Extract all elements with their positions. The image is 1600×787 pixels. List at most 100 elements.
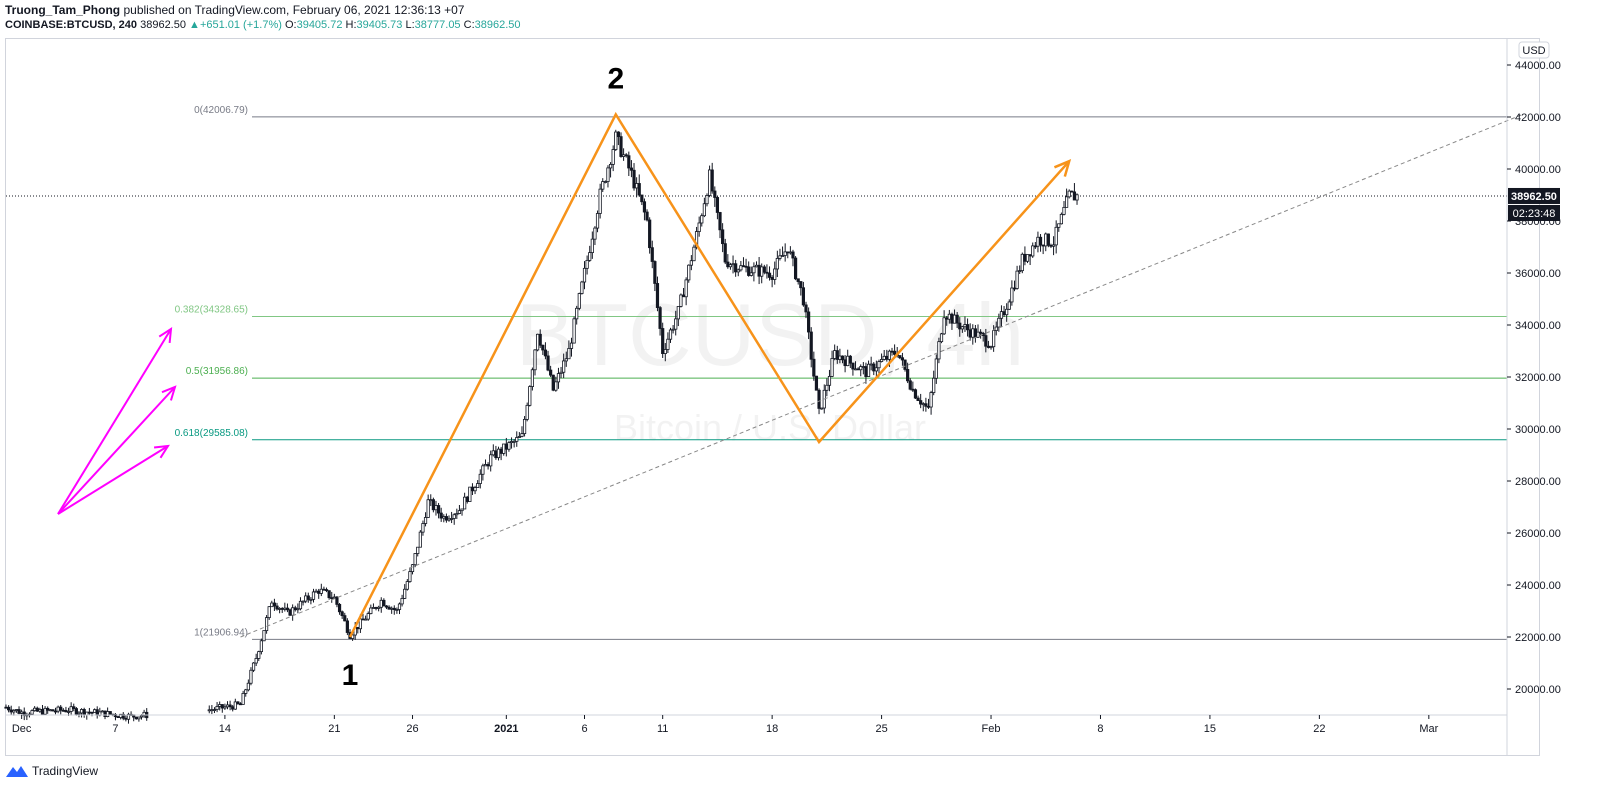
candle-body: [549, 369, 553, 376]
watermark-description: Bitcoin / U.S. Dollar: [614, 407, 926, 448]
candle-body: [298, 600, 303, 610]
candle-body: [882, 355, 886, 360]
candle-body: [747, 266, 751, 276]
candle-body: [546, 355, 550, 371]
candle-body: [314, 590, 318, 593]
y-tick-label: 28000.00: [1515, 476, 1561, 488]
candle-body: [413, 553, 417, 566]
candle-body: [833, 350, 837, 359]
candle-body: [478, 473, 482, 484]
candle-body: [228, 704, 232, 708]
tradingview-brand[interactable]: TradingView: [6, 764, 98, 778]
candle-body: [364, 618, 368, 621]
author-name[interactable]: Truong_Tam_Phong: [5, 3, 121, 17]
candle-body: [426, 499, 430, 518]
candle-body: [603, 181, 607, 183]
candle-body: [395, 609, 399, 611]
candle-body: [48, 709, 52, 712]
candle-body: [900, 357, 905, 361]
candle-body: [632, 169, 636, 189]
candle-body: [942, 317, 946, 335]
low-label: L:: [405, 19, 415, 31]
candle-body: [590, 238, 594, 254]
candle-body: [1023, 253, 1027, 262]
chart-frame[interactable]: [5, 38, 1540, 756]
candle-body: [309, 598, 313, 601]
candle-body: [241, 693, 245, 705]
candle-body: [853, 368, 858, 371]
candle-body: [543, 349, 548, 357]
candle-body: [106, 711, 110, 717]
candle-body: [288, 609, 292, 616]
candle-body: [661, 328, 665, 354]
candle-body: [460, 508, 464, 512]
x-tick-label: Feb: [982, 723, 1001, 735]
candle-body: [317, 590, 321, 594]
open-value: 39405.72: [296, 19, 343, 31]
candle-body: [20, 711, 24, 714]
x-tick-label: Mar: [1419, 723, 1438, 735]
candle-body: [61, 709, 65, 712]
candle-body: [757, 264, 761, 277]
candle-body: [134, 716, 138, 720]
candle-body: [361, 618, 365, 621]
candle-body: [598, 188, 602, 214]
candle-body: [377, 606, 381, 609]
candle-body: [926, 405, 931, 408]
candle-body: [470, 486, 475, 492]
candle-body: [324, 589, 329, 592]
candle-body: [773, 268, 777, 280]
candle-body: [658, 307, 662, 329]
candle-body: [1036, 236, 1040, 247]
candle-body: [851, 362, 855, 370]
candle-body: [124, 717, 128, 720]
candle-body: [950, 313, 954, 324]
candle-body: [4, 706, 8, 709]
candle-body: [1051, 244, 1056, 247]
candle-body: [95, 709, 99, 716]
x-tick-label: 26: [406, 723, 418, 735]
candle-body: [994, 326, 998, 332]
candle-body: [536, 333, 540, 351]
candle-body: [9, 709, 13, 713]
x-tick-label: 6: [581, 723, 587, 735]
candle-body: [267, 606, 271, 619]
candle-body: [356, 626, 360, 630]
candle-body: [400, 598, 404, 605]
candle-body: [12, 710, 16, 713]
candle-body: [979, 331, 983, 334]
candle-body: [697, 222, 701, 232]
candle-body: [770, 277, 774, 280]
tradingview-logo-icon: [6, 766, 28, 777]
axes: 20000.00 22000.00 24000.00 26000.00 28000.00…: [6, 39, 1561, 755]
candle-body: [874, 367, 878, 372]
candle-body: [421, 523, 425, 533]
x-tick-label: Dec: [12, 723, 32, 735]
x-tick-label: 11: [657, 723, 668, 735]
candle-body: [345, 620, 349, 633]
symbol-name[interactable]: COINBASE:BTCUSD, 240: [5, 19, 138, 31]
candle-body: [311, 591, 316, 600]
candle-body: [619, 136, 623, 157]
candle-body: [765, 271, 769, 274]
candle-body: [848, 355, 852, 364]
candle-body: [403, 588, 407, 599]
candle-body: [249, 669, 253, 684]
candle-body: [72, 706, 76, 709]
candle-body: [374, 607, 378, 609]
candle-body: [304, 595, 308, 602]
close-label: C:: [463, 19, 475, 31]
candle-body: [947, 313, 951, 320]
candle-body: [504, 443, 508, 450]
candle-body: [827, 376, 832, 386]
wave-path: [348, 111, 1071, 638]
publish-info: published on TradingView.com, February 0…: [123, 3, 465, 17]
candle-body: [379, 599, 383, 608]
candle-body: [869, 363, 873, 366]
y-tick-label: 24000.00: [1515, 580, 1561, 592]
last-price-tag: [1508, 187, 1560, 204]
countdown-value: 02:23:48: [1513, 208, 1556, 220]
candle-body: [463, 496, 467, 510]
candle-body: [887, 350, 892, 360]
